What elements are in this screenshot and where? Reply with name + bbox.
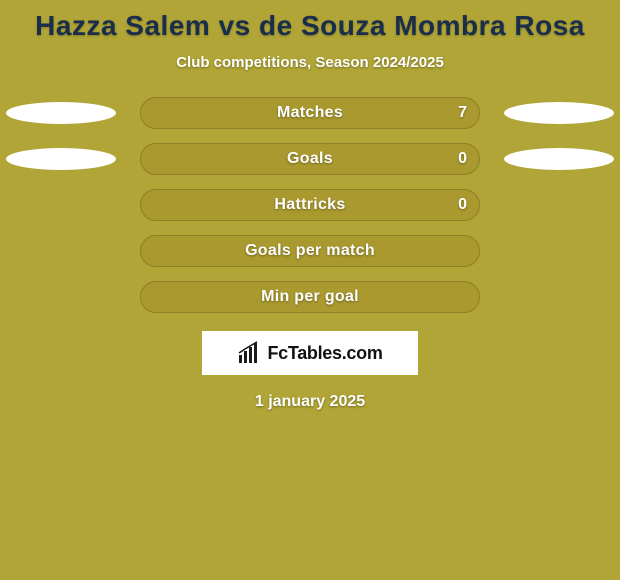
stat-label: Goals per match (245, 242, 375, 260)
logo-box: FcTables.com (202, 331, 418, 375)
stat-row: Hattricks 0 (0, 189, 620, 221)
stat-row: Goals 0 (0, 143, 620, 175)
stat-row: Goals per match (0, 235, 620, 267)
stat-row: Matches 7 (0, 97, 620, 129)
stat-value-right: 0 (458, 196, 467, 214)
date-text: 1 january 2025 (0, 393, 620, 411)
right-marker (504, 148, 614, 170)
right-marker (504, 102, 614, 124)
stats-area: Matches 7 Goals 0 Hattricks 0 Goals (0, 97, 620, 313)
left-marker (6, 102, 116, 124)
stat-value-right: 7 (458, 104, 467, 122)
page-subtitle: Club competitions, Season 2024/2025 (0, 54, 620, 71)
stat-bar: Min per goal (140, 281, 480, 313)
stat-label: Hattricks (274, 196, 345, 214)
stat-row: Min per goal (0, 281, 620, 313)
stat-bar: Goals 0 (140, 143, 480, 175)
stat-value-right: 0 (458, 150, 467, 168)
page-title: Hazza Salem vs de Souza Mombra Rosa (0, 6, 620, 44)
left-marker (6, 148, 116, 170)
stat-label: Goals (287, 150, 333, 168)
stat-bar: Hattricks 0 (140, 189, 480, 221)
stat-bar: Matches 7 (140, 97, 480, 129)
stat-label: Min per goal (261, 288, 359, 306)
comparison-card: Hazza Salem vs de Souza Mombra Rosa Club… (0, 0, 620, 580)
logo-text: FcTables.com (267, 343, 382, 364)
stat-label: Matches (277, 104, 343, 122)
barchart-icon (237, 341, 263, 365)
stat-bar: Goals per match (140, 235, 480, 267)
